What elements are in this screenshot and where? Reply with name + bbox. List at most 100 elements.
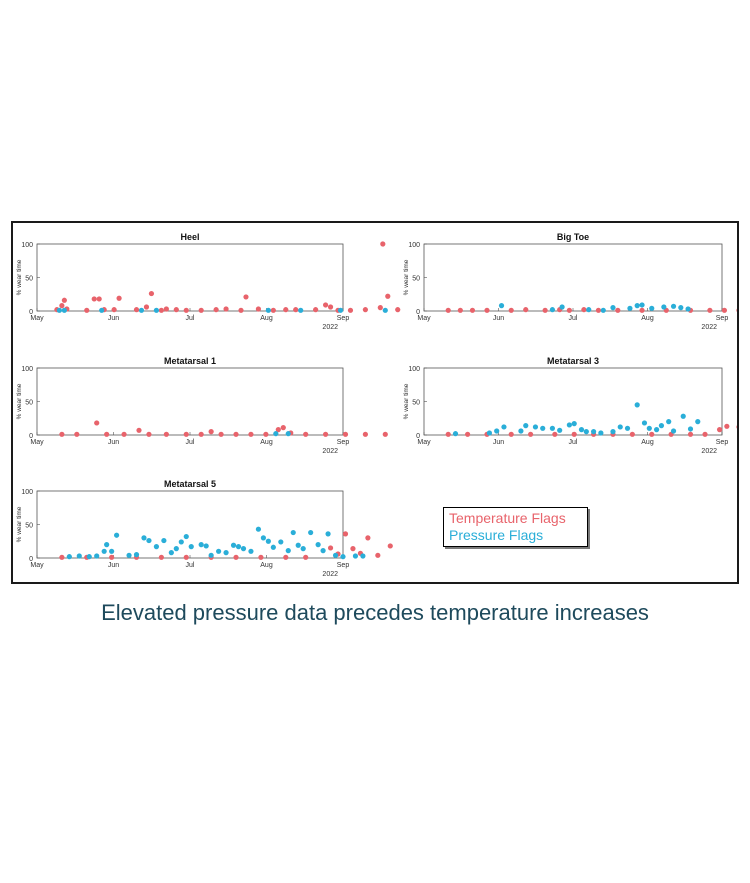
temperature-point: [163, 431, 169, 437]
temperature-point: [208, 429, 214, 435]
temperature-point: [223, 306, 229, 312]
y-axis-label: % wear time: [403, 259, 410, 295]
temperature-point: [508, 431, 514, 437]
y-tick-label: 100: [408, 366, 420, 373]
pressure-point: [658, 423, 665, 429]
pressure-point: [571, 421, 577, 427]
temperature-point: [183, 431, 189, 437]
x-tick-label: Sep: [337, 439, 350, 446]
pressure-point: [285, 548, 291, 554]
chart-title: Big Toe: [557, 232, 589, 242]
x-tick-label: Jun: [493, 439, 504, 446]
year-label: 2022: [322, 324, 338, 331]
pressure-point: [680, 413, 686, 419]
y-tick-label: 0: [416, 433, 420, 440]
year-label: 2022: [322, 448, 338, 455]
chart-panel-4: Metatarsal 5 0 50 100 % wear time May Jun Jul Au…: [16, 479, 393, 578]
y-tick-label: 100: [21, 489, 33, 496]
x-tick-label: Sep: [716, 315, 729, 322]
temperature-point: [173, 307, 179, 313]
pressure-point: [146, 537, 152, 544]
pressure-point: [56, 307, 62, 313]
temperature-point: [59, 554, 65, 560]
pressure-point: [332, 552, 339, 558]
temperature-point: [258, 554, 264, 560]
pressure-point: [695, 419, 701, 425]
pressure-point: [290, 529, 296, 536]
pressure-point: [235, 544, 242, 550]
pressure-point: [94, 553, 100, 559]
y-axis-label: % wear time: [16, 383, 23, 419]
pressure-point: [133, 552, 140, 558]
temperature-point: [248, 431, 254, 437]
temperature-point: [263, 431, 269, 437]
temperature-point: [457, 307, 463, 313]
pressure-point: [61, 307, 67, 313]
pressure-point: [523, 423, 529, 429]
pressure-point: [634, 303, 640, 309]
pressure-point: [104, 542, 110, 548]
y-tick-label: 0: [29, 433, 33, 440]
pressure-point: [320, 548, 326, 554]
pressure-point: [173, 546, 179, 552]
pressure-point: [114, 532, 120, 538]
x-tick-label: Sep: [337, 315, 350, 322]
pressure-point: [549, 425, 556, 431]
temperature-point: [724, 423, 730, 429]
temperature-point: [375, 552, 381, 558]
temperature-point: [327, 304, 334, 310]
temperature-point: [183, 554, 189, 560]
pressure-point: [161, 537, 167, 544]
temperature-point: [218, 431, 224, 437]
pressure-point: [340, 554, 346, 560]
temperature-point: [96, 296, 102, 302]
pressure-point: [265, 307, 271, 313]
pressure-point: [141, 535, 147, 541]
temperature-point: [702, 431, 708, 437]
temperature-point: [523, 307, 529, 313]
temperature-point: [303, 554, 309, 560]
x-tick-label: Sep: [337, 562, 350, 569]
temperature-point: [104, 431, 110, 437]
pressure-point: [452, 431, 459, 437]
temperature-point: [293, 307, 299, 313]
x-tick-label: Aug: [260, 439, 273, 446]
temperature-point: [707, 307, 713, 313]
pressure-point: [265, 538, 271, 544]
pressure-point: [203, 543, 209, 549]
pressure-point: [661, 304, 667, 310]
chart-title: Metatarsal 5: [164, 479, 216, 489]
temperature-point: [385, 293, 391, 299]
pressure-point: [208, 552, 214, 558]
pressure-point: [101, 548, 107, 554]
year-label: 2022: [701, 324, 717, 331]
pressure-point: [501, 424, 507, 430]
figure-chart-svg: Heel 0 50 100 % wear time May Jun Jul Aug Sep 2022…: [16, 232, 737, 578]
pressure-point: [583, 429, 589, 435]
temperature-point: [270, 307, 276, 313]
chart-panel-3: Metatarsal 3 0 50 100 % wear time May Jun Jul Au…: [403, 356, 737, 455]
temperature-point: [465, 431, 471, 437]
x-tick-label: Jul: [186, 439, 195, 446]
pressure-point: [666, 419, 672, 425]
pressure-point: [382, 307, 388, 313]
pressure-point: [494, 428, 500, 434]
pressure-point: [295, 542, 301, 548]
pressure-point: [649, 305, 655, 311]
temperature-point: [571, 431, 577, 437]
temperature-point: [136, 427, 142, 433]
x-tick-label: May: [417, 439, 431, 446]
temperature-point: [280, 425, 286, 431]
pressure-point: [260, 535, 266, 541]
y-axis-label: % wear time: [403, 383, 410, 419]
x-tick-label: May: [30, 315, 44, 322]
pressure-point: [685, 306, 691, 312]
pressure-point: [518, 428, 524, 434]
temperature-point: [508, 307, 514, 313]
temperature-point: [243, 294, 249, 300]
pressure-point: [360, 553, 366, 559]
temperature-point: [365, 535, 371, 541]
temperature-point: [629, 431, 635, 437]
temperature-point: [121, 431, 127, 437]
pressure-point: [639, 302, 645, 308]
